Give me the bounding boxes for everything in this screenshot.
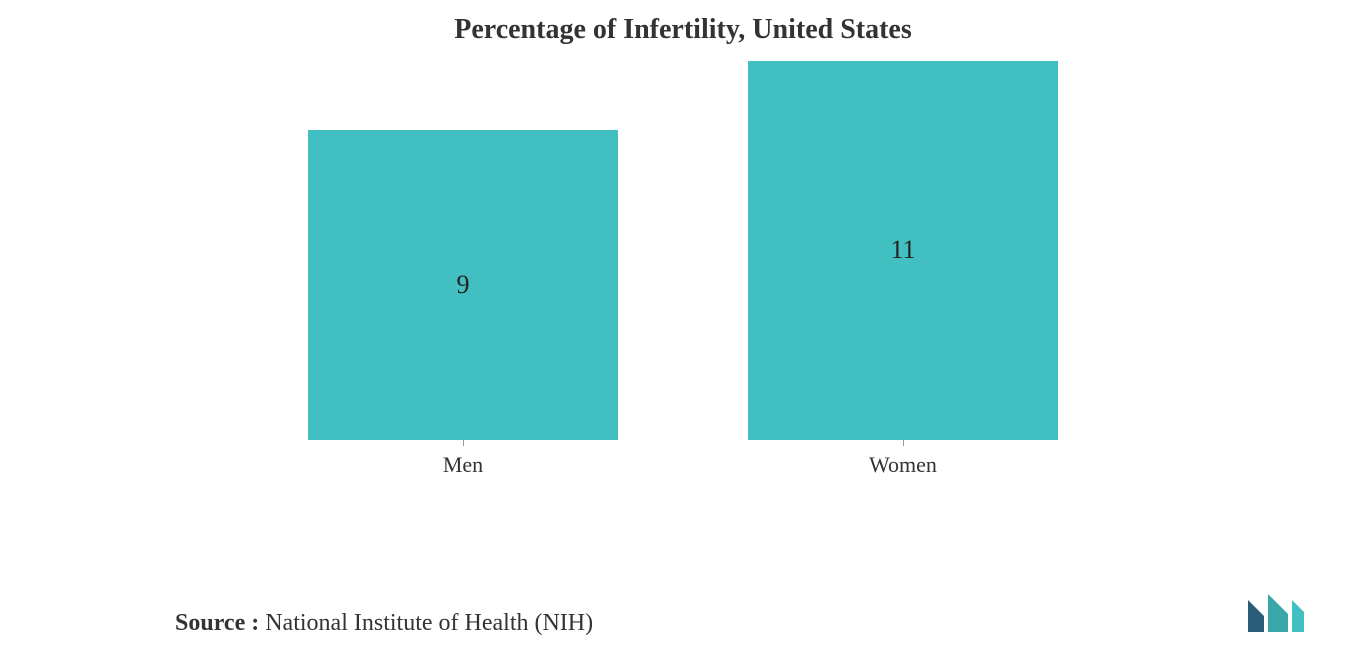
chart-title: Percentage of Infertility, United States: [0, 0, 1366, 46]
bars-container: 9 Men 11 Women: [0, 58, 1366, 478]
bar-value-women: 11: [890, 235, 915, 265]
source-label: Source :: [175, 610, 259, 636]
bar-women: 11: [748, 61, 1058, 441]
bar-group-women: 11 Women: [748, 61, 1058, 479]
bar-group-men: 9 Men: [308, 130, 618, 479]
source-text: National Institute of Health (NIH): [265, 610, 593, 636]
bar-men: 9: [308, 130, 618, 441]
brand-logo: [1246, 592, 1326, 637]
bar-value-men: 9: [457, 270, 470, 300]
category-label-women: Women: [869, 452, 937, 478]
logo-icon: [1246, 592, 1326, 637]
axis-tick: [463, 440, 464, 446]
chart-container: Percentage of Infertility, United States…: [0, 0, 1366, 655]
source-line: Source : National Institute of Health (N…: [175, 610, 593, 637]
axis-tick: [903, 440, 904, 446]
category-label-men: Men: [443, 452, 483, 478]
chart-area: 9 Men 11 Women: [0, 58, 1366, 478]
